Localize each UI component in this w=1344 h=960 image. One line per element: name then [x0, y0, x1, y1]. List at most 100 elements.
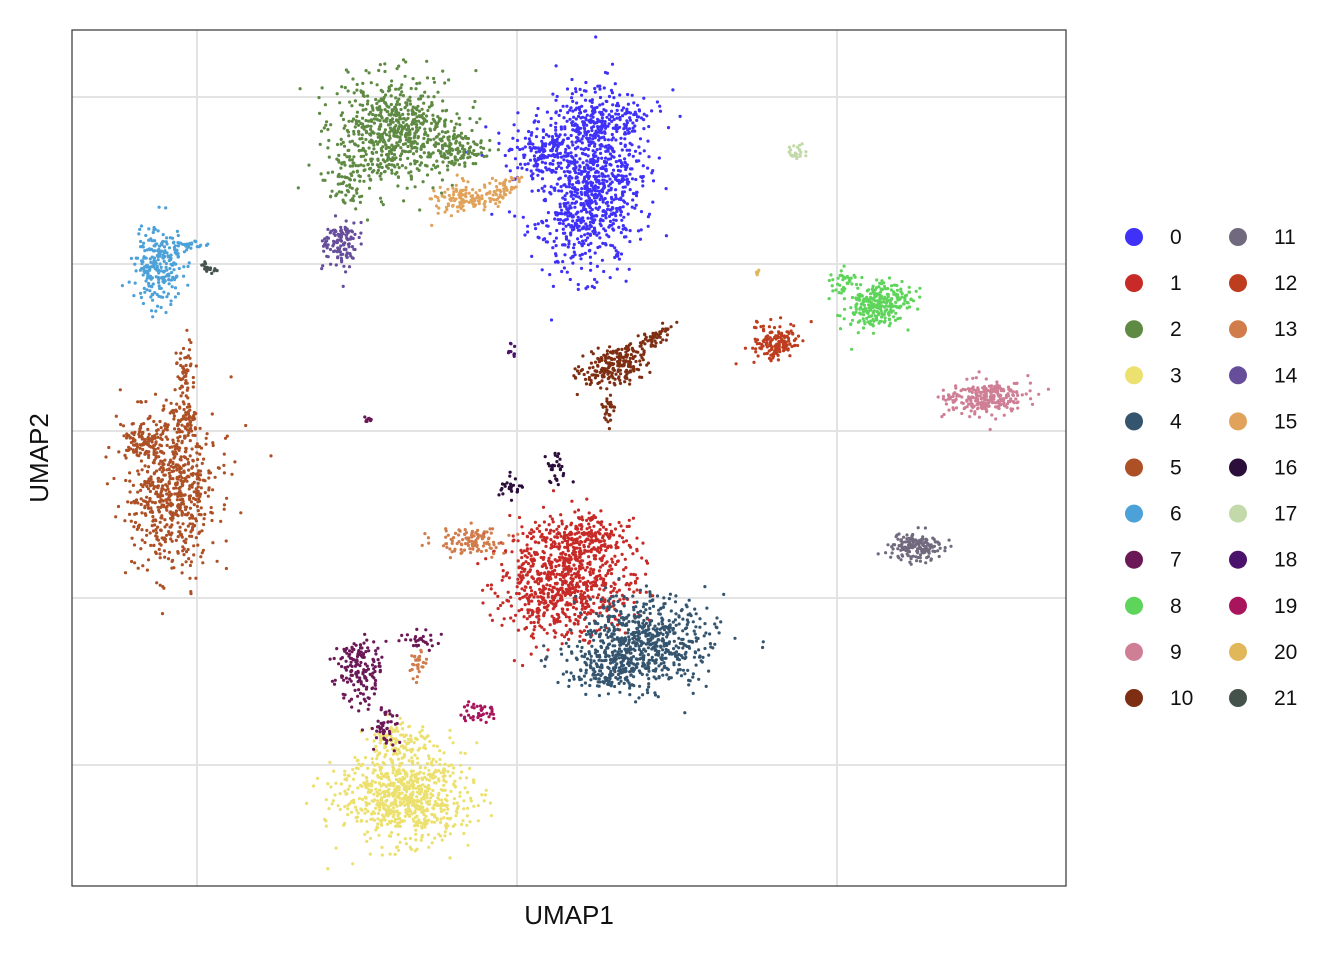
umap-point-cluster-0: [594, 121, 598, 125]
umap-point-cluster-0: [571, 143, 575, 147]
umap-point-cluster-1: [556, 531, 561, 535]
umap-point-cluster-1: [609, 545, 613, 549]
umap-point-cluster-5: [142, 441, 146, 445]
umap-point-cluster-2: [349, 198, 353, 202]
umap-point-cluster-0: [591, 137, 595, 141]
umap-point-cluster-1: [572, 590, 576, 594]
umap-point-cluster-5: [171, 441, 176, 445]
umap-point-cluster-2: [356, 123, 361, 127]
umap-point-cluster-1: [566, 557, 570, 561]
umap-point-cluster-2: [441, 69, 445, 73]
umap-point-cluster-2: [442, 135, 446, 139]
umap-point-cluster-5: [145, 495, 149, 499]
umap-point-cluster-0: [625, 148, 629, 152]
umap-point-cluster-0: [561, 260, 565, 264]
umap-point-cluster-2: [327, 138, 331, 143]
umap-point-cluster-1: [582, 582, 586, 587]
umap-point-cluster-6: [165, 236, 169, 240]
umap-point-cluster-0: [586, 129, 591, 134]
umap-point-cluster-1: [501, 601, 505, 605]
umap-point-cluster-2: [348, 164, 352, 168]
umap-point-cluster-1: [579, 592, 583, 597]
umap-point-cluster-2: [361, 154, 366, 158]
umap-point-cluster-0: [641, 174, 645, 179]
umap-point-cluster-6: [156, 254, 160, 259]
umap-point-cluster-0: [606, 149, 610, 153]
umap-point-cluster-2: [403, 150, 408, 154]
umap-point-cluster-0: [638, 137, 643, 141]
umap-point-cluster-0: [624, 228, 628, 232]
umap-point-cluster-5: [162, 404, 166, 408]
umap-point-cluster-2: [363, 149, 367, 153]
umap-point-cluster-2: [384, 119, 388, 123]
umap-point-cluster-0: [592, 214, 596, 218]
umap-point-cluster-0: [621, 190, 625, 194]
umap-point-cluster-2: [354, 207, 358, 211]
umap-point-cluster-4: [680, 641, 684, 645]
umap-point-cluster-2: [337, 153, 341, 157]
umap-point-cluster-5: [192, 414, 196, 419]
umap-point-cluster-5: [152, 419, 156, 424]
umap-point-cluster-5: [186, 547, 190, 552]
umap-point-cluster-2: [360, 133, 364, 137]
umap-point-cluster-1: [579, 523, 583, 527]
umap-point-cluster-5: [159, 493, 163, 497]
umap-point-cluster-2: [370, 104, 374, 108]
umap-point-cluster-4: [622, 642, 626, 646]
umap-point-cluster-2: [357, 129, 361, 133]
umap-point-cluster-1: [526, 611, 530, 615]
umap-point-cluster-1: [560, 522, 564, 526]
umap-point-cluster-0: [549, 116, 553, 121]
umap-point-cluster-5: [155, 537, 159, 541]
umap-point-cluster-1: [554, 575, 558, 579]
umap-point-cluster-0: [580, 227, 585, 231]
umap-point-cluster-6: [166, 292, 170, 296]
umap-point-cluster-5: [182, 407, 186, 412]
umap-point-cluster-1: [608, 568, 612, 572]
umap-point-cluster-15: [491, 193, 495, 197]
umap-point-cluster-0: [553, 188, 557, 192]
umap-point-cluster-0: [578, 131, 582, 135]
umap-point-cluster-5: [191, 465, 195, 469]
umap-point-cluster-5: [158, 520, 162, 524]
umap-point-cluster-0: [513, 157, 518, 161]
umap-point-cluster-0: [527, 142, 531, 146]
umap-point-cluster-0: [628, 240, 632, 244]
umap-point-cluster-1: [541, 505, 546, 509]
umap-point-cluster-4: [653, 691, 657, 695]
umap-point-cluster-5: [156, 479, 160, 483]
umap-point-cluster-0: [613, 255, 617, 260]
umap-point-cluster-0: [615, 108, 619, 112]
umap-point-cluster-0: [578, 157, 582, 161]
umap-point-cluster-15: [490, 176, 494, 180]
umap-point-cluster-6: [140, 259, 144, 263]
umap-point-cluster-0: [575, 191, 580, 195]
umap-point-cluster-0: [503, 153, 507, 158]
umap-point-cluster-2: [449, 142, 453, 146]
umap-point-cluster-15: [460, 189, 464, 193]
umap-point-cluster-1: [559, 594, 563, 598]
umap-point-cluster-5: [192, 524, 196, 528]
umap-point-cluster-2: [358, 195, 362, 199]
umap-point-cluster-0: [608, 152, 613, 156]
umap-point-cluster-2: [428, 138, 433, 142]
umap-point-cluster-0: [557, 221, 562, 225]
umap-point-cluster-2: [383, 160, 387, 164]
umap-point-cluster-1: [531, 564, 535, 568]
umap-point-cluster-2: [474, 162, 478, 166]
umap-point-cluster-2: [361, 81, 365, 85]
umap-point-cluster-2: [397, 111, 401, 115]
umap-point-cluster-0: [626, 212, 630, 216]
umap-point-cluster-14: [344, 226, 348, 231]
umap-point-cluster-1: [558, 558, 562, 562]
umap-point-cluster-6: [158, 286, 162, 290]
umap-point-cluster-2: [408, 102, 413, 106]
umap-point-cluster-2: [420, 115, 424, 119]
umap-point-cluster-4: [617, 656, 621, 660]
umap-point-cluster-2: [351, 199, 355, 203]
umap-point-cluster-1: [524, 626, 529, 630]
umap-point-cluster-1: [511, 534, 515, 538]
umap-point-cluster-1: [560, 607, 564, 611]
umap-point-cluster-0: [518, 162, 523, 166]
umap-point-cluster-4: [572, 600, 577, 604]
